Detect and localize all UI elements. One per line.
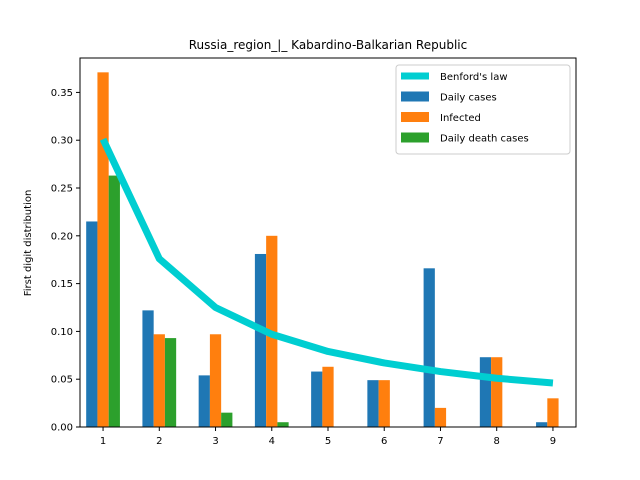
bar-daily-cases-1 xyxy=(86,221,98,427)
bar-daily-cases-8 xyxy=(479,357,492,427)
legend-box xyxy=(395,64,571,155)
bar-infected-8 xyxy=(491,357,503,427)
y-tick-label-0.00: 0.00 xyxy=(51,423,73,434)
bar-daily-cases-5 xyxy=(311,371,323,427)
legend-infected-swatch xyxy=(401,112,429,122)
legend-daily-death-cases-swatch xyxy=(401,132,429,143)
x-tick-label-7: 7 xyxy=(437,436,443,447)
x-tick-label-8: 8 xyxy=(494,436,500,447)
y-tick-label-0.15: 0.15 xyxy=(51,279,73,290)
x-tick-label-3: 3 xyxy=(212,436,218,447)
bar-daily-cases-9 xyxy=(536,422,548,427)
y-tick-label-0.20: 0.20 xyxy=(51,231,73,242)
bar-daily-death-cases-2 xyxy=(164,338,177,427)
legend-daily-cases-swatch xyxy=(401,91,429,102)
bar-infected-5 xyxy=(322,366,334,427)
y-tick-label-0.35: 0.35 xyxy=(51,88,73,99)
bar-daily-cases-7 xyxy=(423,268,435,427)
bar-daily-cases-3 xyxy=(198,375,210,427)
y-tick-label-0.30: 0.30 xyxy=(51,136,73,147)
legend: Benford's law Daily cases Infected Daily de… xyxy=(395,64,571,155)
bar-daily-death-cases-4 xyxy=(277,422,289,427)
plot-area: 1 2 3 4 5 6 7 8 9 0.00 0.05 0.10 0.15 0.20 0.25 0.30 0.3… xyxy=(51,57,577,447)
x-tick-label-5: 5 xyxy=(325,436,331,447)
bar-daily-death-cases-1 xyxy=(108,175,120,427)
x-tick-label-4: 4 xyxy=(269,436,275,447)
bar-infected-2 xyxy=(153,334,165,427)
bar-infected-9 xyxy=(547,398,559,427)
x-tick-label-9: 9 xyxy=(550,436,556,447)
x-tick-label-6: 6 xyxy=(381,436,387,447)
bar-daily-death-cases-3 xyxy=(221,412,233,427)
legend-infected-label: Infected xyxy=(440,113,481,124)
bar-infected-1 xyxy=(97,72,109,427)
bar-infected-3 xyxy=(209,334,222,427)
x-tick-label-1: 1 xyxy=(100,436,106,447)
y-tick-label-0.25: 0.25 xyxy=(51,184,73,195)
legend-daily-death-cases-label: Daily death cases xyxy=(440,134,529,145)
legend-benford-s-law-label: Benford's law xyxy=(440,72,508,83)
bar-daily-cases-2 xyxy=(142,310,154,427)
bar-daily-cases-4 xyxy=(254,253,267,427)
chart-title: Russia_region_|_ Kabardino-Balkarian Rep… xyxy=(189,38,467,52)
y-tick-label-0.05: 0.05 xyxy=(51,375,73,386)
y-tick-label-0.10: 0.10 xyxy=(51,327,73,338)
y-axis-label: First digit distribution xyxy=(23,190,34,297)
x-tick-label-2: 2 xyxy=(156,436,162,447)
bar-daily-cases-6 xyxy=(367,380,379,427)
benford-line xyxy=(99,137,554,387)
bar-infected-6 xyxy=(378,380,390,427)
legend-daily-cases-label: Daily cases xyxy=(440,93,497,104)
bar-infected-7 xyxy=(434,407,447,427)
